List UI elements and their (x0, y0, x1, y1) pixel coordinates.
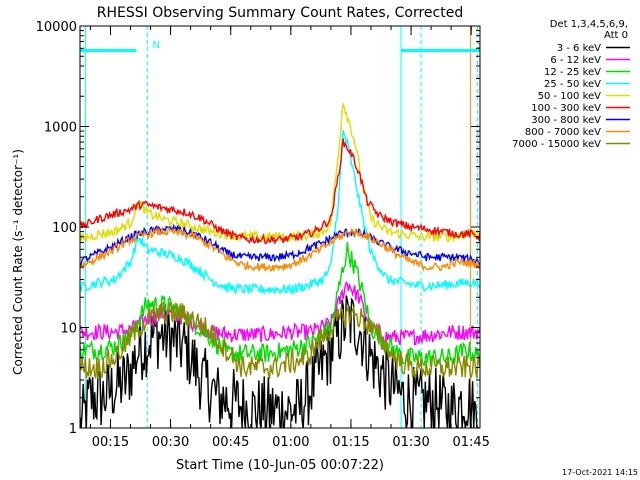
y-axis: 1 10 100 1000 10000 (36, 20, 480, 437)
legend-label: 25 - 50 keV (544, 79, 601, 90)
series-line-800-7000-kev (80, 225, 480, 273)
x-tick-label: 00:15 (92, 435, 129, 450)
y-tick-label: 1000 (44, 121, 77, 136)
legend-header-line-2: Att 0 (604, 30, 628, 41)
x-tick-label: 01:30 (392, 435, 429, 450)
x-axis: 00:15 00:30 00:45 01:00 01:15 01:30 01:45 (89, 26, 490, 450)
x-tick-label: 00:45 (212, 435, 249, 450)
x-tick-label: 00:30 (152, 435, 189, 450)
footer-timestamp: 17-Oct-2021 14:15 (562, 468, 638, 477)
x-axis-label: Start Time (10-Jun-05 00:07:22) (176, 458, 384, 473)
legend-header-line-1: Det 1,3,4,5,6,9, (550, 19, 628, 30)
annotation-label-n: N (152, 40, 159, 51)
legend-label: 300 - 800 keV (531, 115, 601, 126)
series-line-25-50-kev (80, 129, 480, 296)
series-line-100-300-kev (80, 138, 480, 245)
legend-label: 3 - 6 keV (557, 43, 601, 54)
y-tick-label: 100 (52, 221, 77, 236)
legend-label: 800 - 7000 keV (525, 127, 601, 138)
series-line-3-6-kev (80, 295, 480, 428)
legend-label: 12 - 25 keV (544, 67, 601, 78)
chart-title: RHESSI Observing Summary Count Rates, Co… (97, 5, 463, 21)
series-line-7000-15000-kev (80, 301, 480, 381)
plot-area: NS (80, 26, 483, 428)
x-tick-label: 01:45 (452, 435, 489, 450)
y-tick-label: 1 (69, 422, 77, 437)
y-axis-label-text: Corrected Count Rate (s⁻¹ detector⁻¹) (11, 149, 25, 375)
series-line-12-25-kev (80, 242, 480, 368)
legend-label: 100 - 300 keV (531, 103, 601, 114)
x-tick-label: 01:15 (332, 435, 369, 450)
y-tick-label: 10000 (36, 20, 77, 35)
x-tick-label: 01:00 (272, 435, 309, 450)
legend-label: 7000 - 15000 keV (512, 139, 601, 150)
legend-label: 6 - 12 keV (550, 55, 601, 66)
series-line-50-100-kev (80, 101, 480, 243)
annotation-label-s: S (477, 40, 483, 51)
y-axis-label: Corrected Count Rate (s⁻¹ detector⁻¹) (11, 149, 25, 375)
y-tick-label: 10 (60, 322, 77, 337)
legend-label: 50 - 100 keV (538, 91, 602, 102)
